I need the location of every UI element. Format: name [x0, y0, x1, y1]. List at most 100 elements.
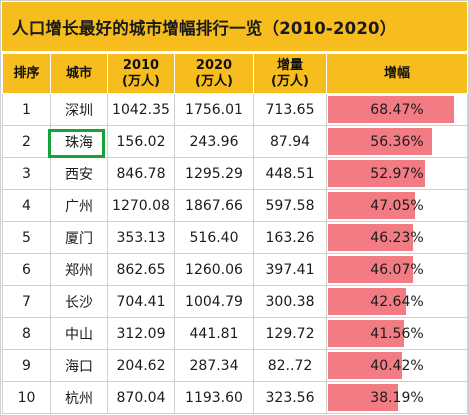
- cell-2020: 1867.66: [174, 189, 254, 222]
- cell-city: 深圳: [50, 93, 108, 126]
- table-row: 10 杭州 870.04 1193.60 323.56 38.19%: [2, 381, 468, 414]
- growth-label: 42.64%: [370, 293, 424, 310]
- cell-2020: 287.34: [174, 349, 254, 382]
- growth-label: 68.47%: [370, 101, 424, 118]
- cell-2010: 870.04: [107, 381, 175, 414]
- cell-2020: 1260.06: [174, 253, 254, 286]
- cell-city: 广州: [50, 189, 108, 222]
- growth-label: 38.19%: [370, 389, 424, 406]
- header-2020: 2020 (万人): [174, 53, 254, 94]
- cell-increase: 323.56: [253, 381, 327, 414]
- cell-growth: 68.47%: [326, 93, 468, 126]
- cell-city: 郑州: [50, 253, 108, 286]
- growth-label: 41.56%: [370, 325, 424, 342]
- cell-2010: 704.41: [107, 285, 175, 318]
- cell-2010: 862.65: [107, 253, 175, 286]
- cell-2020: 1004.79: [174, 285, 254, 318]
- table-row: 7 长沙 704.41 1004.79 300.38 42.64%: [2, 285, 468, 318]
- table-row: 1 深圳 1042.35 1756.01 713.65 68.47%: [2, 93, 468, 126]
- cell-growth: 46.23%: [326, 221, 468, 254]
- cell-increase: 713.65: [253, 93, 327, 126]
- growth-bar: [328, 352, 403, 379]
- cell-growth: 56.36%: [326, 125, 468, 158]
- cell-rank: 3: [2, 157, 51, 190]
- header-increase-label: 增量: [276, 57, 303, 73]
- header-2020-year: 2020: [195, 57, 233, 73]
- cell-growth: 42.64%: [326, 285, 468, 318]
- cell-2020: 1756.01: [174, 93, 254, 126]
- cell-increase: 87.94: [253, 125, 327, 158]
- cell-rank: 1: [2, 93, 51, 126]
- header-2020-unit: (万人): [195, 73, 233, 89]
- cell-2020: 1295.29: [174, 157, 254, 190]
- cell-rank: 2: [2, 125, 51, 158]
- cell-growth: 40.42%: [326, 349, 468, 382]
- cell-growth: 52.97%: [326, 157, 468, 190]
- header-increase-unit: (万人): [271, 73, 309, 89]
- cell-rank: 6: [2, 253, 51, 286]
- growth-bar: [328, 320, 405, 347]
- cell-growth: 41.56%: [326, 317, 468, 350]
- growth-bar: [328, 96, 454, 123]
- header-2010-unit: (万人): [122, 73, 160, 89]
- table-row: 2 珠海 156.02 243.96 87.94 56.36%: [2, 125, 468, 158]
- cell-growth: 46.07%: [326, 253, 468, 286]
- growth-bar: [328, 384, 399, 411]
- cell-increase: 448.51: [253, 157, 327, 190]
- cell-growth: 47.05%: [326, 189, 468, 222]
- cell-rank: 9: [2, 349, 51, 382]
- cell-city: 西安: [50, 157, 108, 190]
- cell-increase: 163.26: [253, 221, 327, 254]
- ranking-table: 排序 城市 2010 (万人) 2020 (万人) 增量 (万人) 增幅 1 深圳 104…: [2, 53, 468, 414]
- table-row: 8 中山 312.09 441.81 129.72 41.56%: [2, 317, 468, 350]
- growth-label: 46.07%: [370, 261, 424, 278]
- cell-2010: 846.78: [107, 157, 175, 190]
- table-row: 6 郑州 862.65 1260.06 397.41 46.07%: [2, 253, 468, 286]
- cell-increase: 397.41: [253, 253, 327, 286]
- cell-city: 海口: [50, 349, 108, 382]
- cell-2010: 1042.35: [107, 93, 175, 126]
- table-header-row: 排序 城市 2010 (万人) 2020 (万人) 增量 (万人) 增幅: [2, 53, 468, 94]
- cell-city: 杭州: [50, 381, 108, 414]
- header-city: 城市: [50, 53, 108, 94]
- cell-rank: 5: [2, 221, 51, 254]
- header-2010: 2010 (万人): [107, 53, 175, 94]
- growth-label: 40.42%: [370, 357, 424, 374]
- growth-label: 52.97%: [370, 165, 424, 182]
- growth-label: 56.36%: [370, 133, 424, 150]
- table-row: 4 广州 1270.08 1867.66 597.58 47.05%: [2, 189, 468, 222]
- cell-2010: 1270.08: [107, 189, 175, 222]
- header-increase: 增量 (万人): [253, 53, 327, 94]
- cell-city: 长沙: [50, 285, 108, 318]
- table-row: 5 厦门 353.13 516.40 163.26 46.23%: [2, 221, 468, 254]
- header-rank: 排序: [2, 53, 51, 94]
- growth-bar: [328, 256, 413, 283]
- cell-city: 中山: [50, 317, 108, 350]
- cell-2020: 516.40: [174, 221, 254, 254]
- cell-increase: 82..72: [253, 349, 327, 382]
- cell-city: 厦门: [50, 221, 108, 254]
- cell-2010: 312.09: [107, 317, 175, 350]
- growth-bar: [328, 224, 414, 251]
- header-growth: 增幅: [326, 53, 468, 94]
- growth-bar: [328, 128, 432, 155]
- cell-growth: 38.19%: [326, 381, 468, 414]
- cell-increase: 300.38: [253, 285, 327, 318]
- growth-label: 46.23%: [370, 229, 424, 246]
- table-row: 9 海口 204.62 287.34 82..72 40.42%: [2, 349, 468, 382]
- cell-city: 珠海: [50, 125, 108, 158]
- cell-2020: 441.81: [174, 317, 254, 350]
- growth-bar: [328, 288, 407, 315]
- cell-2010: 204.62: [107, 349, 175, 382]
- cell-increase: 597.58: [253, 189, 327, 222]
- growth-bar: [328, 192, 415, 219]
- header-2010-year: 2010: [122, 57, 160, 73]
- cell-2010: 353.13: [107, 221, 175, 254]
- growth-bar: [328, 160, 426, 187]
- cell-2010: 156.02: [107, 125, 175, 158]
- cell-2020: 243.96: [174, 125, 254, 158]
- cell-2020: 1193.60: [174, 381, 254, 414]
- cell-rank: 8: [2, 317, 51, 350]
- cell-rank: 7: [2, 285, 51, 318]
